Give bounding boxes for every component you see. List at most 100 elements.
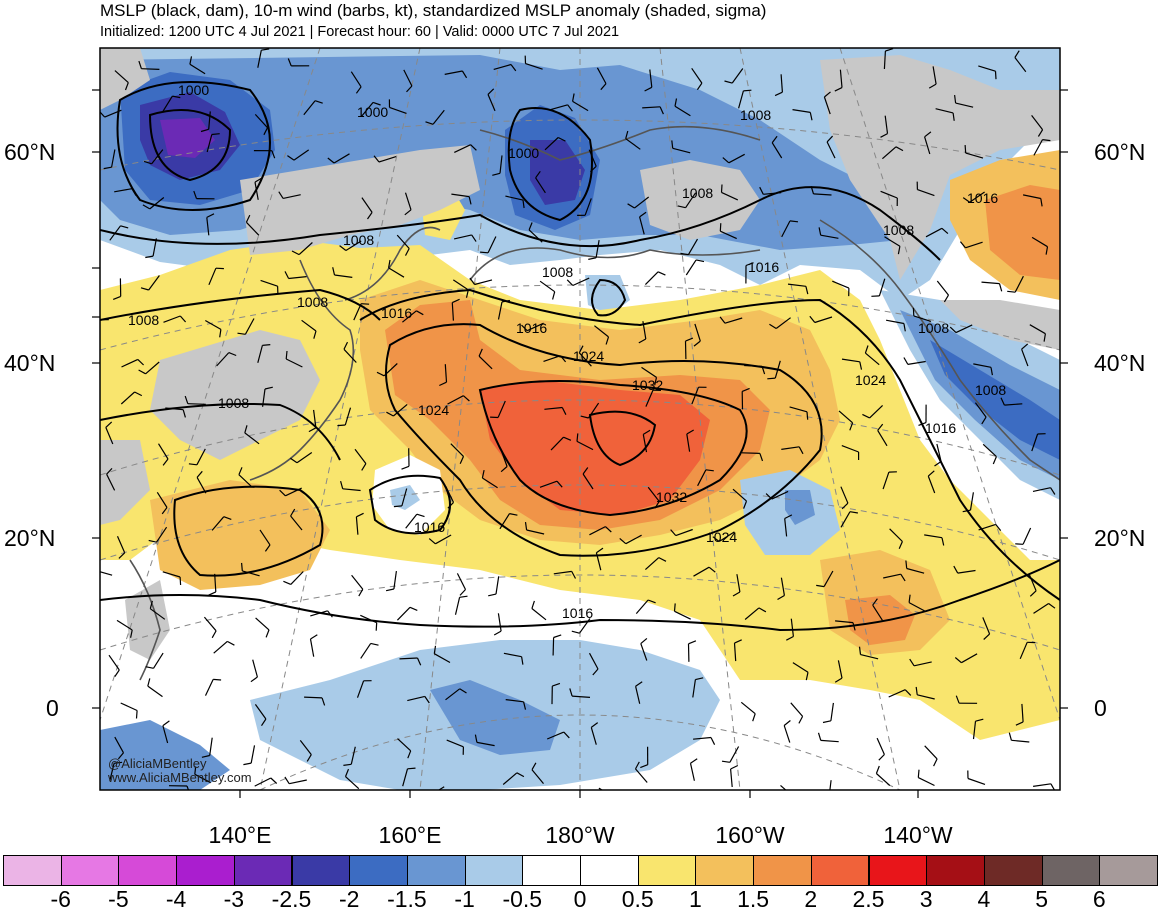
wind-barb-flag — [344, 768, 350, 777]
wind-barb-flag — [327, 157, 335, 164]
wind-barb-shaft — [1033, 783, 1051, 787]
wind-barb-flag — [943, 294, 950, 303]
wind-barb-flag — [1008, 732, 1012, 741]
wind-barb-shaft — [837, 660, 843, 679]
wind-barb-shaft — [260, 279, 278, 287]
wind-barb-flag — [211, 630, 217, 639]
wind-barb-flag — [638, 338, 647, 344]
wind-barb-flag — [552, 291, 556, 300]
wind-barb-flag — [659, 106, 664, 115]
wind-barb-shaft — [303, 100, 316, 116]
wind-barb-shaft — [553, 570, 572, 575]
wind-barb-flag — [822, 720, 832, 724]
wind-barb-flag — [975, 718, 984, 722]
wind-barb-shaft — [781, 220, 791, 238]
land-mask-siberia — [240, 145, 480, 255]
wind-barb-flag — [148, 539, 157, 543]
wind-barb-shaft — [454, 144, 471, 153]
wind-barb-shaft — [552, 637, 555, 656]
wind-barb-shaft — [214, 573, 217, 592]
wind-barb-shaft — [550, 436, 564, 451]
wind-barb-flag — [196, 470, 203, 478]
wind-barb-shaft — [724, 317, 743, 324]
wind-barb-shaft — [877, 430, 888, 447]
wind-barb-flag — [880, 133, 888, 138]
wind-barb-flag — [339, 245, 347, 251]
wind-barb-shaft — [781, 446, 800, 450]
wind-barb-flag — [509, 513, 518, 516]
wind-barb-shaft — [1011, 739, 1030, 743]
wind-barb-shaft — [444, 70, 463, 75]
wind-barb-shaft — [588, 652, 599, 670]
coast-kamchatka-west — [344, 226, 441, 301]
wind-barb-flag — [388, 259, 391, 269]
wind-barb-shaft — [208, 267, 217, 286]
wind-barb-shaft — [783, 725, 791, 743]
colorbar-swatch — [753, 855, 812, 886]
wind-barb-flag — [522, 200, 525, 209]
colorbar-label: 3 — [919, 886, 933, 912]
wind-barb-flag — [634, 761, 640, 770]
wind-barb-shaft — [823, 96, 831, 115]
wind-barb-flag — [908, 594, 911, 603]
wind-barb-flag — [1043, 333, 1046, 342]
wind-barb-shaft — [675, 528, 693, 537]
wind-barb-flag — [705, 469, 714, 472]
wind-barb-flag — [361, 303, 370, 305]
wind-barb-shaft — [889, 528, 903, 542]
wind-barb-flag — [327, 610, 333, 618]
wind-barb-flag — [250, 676, 258, 683]
wind-barb-shaft — [114, 188, 133, 193]
wind-barb-shaft — [434, 653, 451, 664]
wind-barb-flag — [571, 571, 577, 579]
wind-barb-flag — [213, 678, 222, 681]
wind-barb-shaft — [969, 492, 974, 511]
wind-barb-flag — [849, 511, 858, 514]
wind-barb-flag — [200, 128, 209, 133]
wind-barb-shaft — [872, 604, 883, 621]
wind-barb-flag — [463, 395, 470, 402]
wind-barb-flag — [590, 722, 599, 728]
graticule-lon-150w — [839, 48, 1060, 721]
wind-barb-shaft — [209, 737, 213, 756]
wind-barb-flag — [290, 508, 296, 517]
wind-barb-flag — [995, 524, 1002, 531]
isobar-label: 1016 — [748, 259, 779, 275]
wind-barb-flag — [955, 695, 960, 704]
wind-barb-flag — [934, 461, 942, 467]
wind-barb-flag — [758, 607, 767, 613]
wind-barb-shaft — [205, 319, 222, 330]
wind-barb-shaft — [955, 102, 974, 108]
graticule-lon-160e — [259, 48, 421, 790]
wind-barb-shaft — [298, 242, 313, 256]
wind-barb-flag — [671, 140, 674, 149]
wind-barb-flag — [673, 603, 676, 612]
wind-barb-shaft — [973, 363, 992, 368]
wind-barb-flag — [824, 91, 831, 98]
wind-barb-shaft — [728, 153, 745, 164]
wind-barb-shaft — [692, 679, 696, 698]
wind-barb-flag — [905, 560, 908, 569]
wind-barb-flag — [393, 505, 402, 508]
wind-barb-shaft — [350, 71, 362, 88]
wind-barb-shaft — [497, 613, 502, 632]
wind-barb-flag — [670, 529, 677, 536]
wind-barb-flag — [806, 411, 809, 420]
isobar-label: 1008 — [883, 222, 914, 238]
wind-barb-flag — [287, 58, 292, 67]
wind-barb-shaft — [832, 280, 850, 289]
wind-barb-shaft — [299, 740, 312, 755]
wind-barb-flag — [112, 295, 121, 300]
wind-barb-shaft — [342, 488, 361, 492]
wind-barb-shaft — [482, 477, 498, 489]
wind-barb-shaft — [686, 433, 691, 452]
isobar-label: 1016 — [414, 519, 445, 535]
wind-barb-flag — [147, 678, 151, 687]
wind-barb-shaft — [356, 680, 365, 698]
wind-barb-shaft — [163, 315, 181, 323]
wind-barb-flag — [600, 83, 607, 91]
wind-barb-flag — [613, 797, 614, 805]
wind-barb-shaft — [1022, 527, 1032, 545]
neg-anomaly-small-west — [390, 485, 420, 510]
wind-barb-shaft — [744, 364, 763, 367]
